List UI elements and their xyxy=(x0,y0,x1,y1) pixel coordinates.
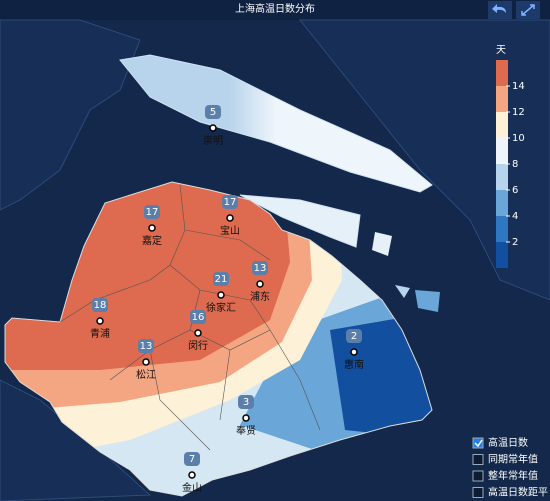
station: 17 宝山 xyxy=(220,195,240,237)
legend-tick-label: 12 xyxy=(512,107,525,118)
value-badge xyxy=(144,205,160,219)
checkbox[interactable] xyxy=(472,487,484,498)
coastline xyxy=(4,181,433,497)
value-badge xyxy=(213,272,229,286)
land xyxy=(298,19,550,301)
legend-tick-label: 6 xyxy=(512,185,518,196)
station-value: 18 xyxy=(94,300,107,311)
legend-band xyxy=(496,60,508,86)
land xyxy=(0,19,141,211)
island xyxy=(372,232,392,256)
station-dot xyxy=(217,291,225,299)
station: 13 浦东 xyxy=(250,261,270,303)
layer-toggle[interactable]: 高温日数距平 xyxy=(472,486,548,499)
legend-tick-label: 10 xyxy=(512,133,525,144)
station-dot xyxy=(209,124,217,132)
checkbox[interactable] xyxy=(472,437,484,449)
station-value: 13 xyxy=(254,263,267,274)
legend-band xyxy=(496,138,508,164)
checkmark xyxy=(474,439,483,448)
layer-toggle[interactable]: 高温日数 xyxy=(472,436,528,449)
station-name: 浦东 xyxy=(250,290,270,303)
station-dot xyxy=(142,358,150,366)
station-name: 惠南 xyxy=(344,358,364,371)
legend-band xyxy=(496,164,508,190)
legend-band xyxy=(496,112,508,138)
layer-label[interactable]: 高温日数距平 xyxy=(488,486,548,499)
value-badge xyxy=(138,339,154,353)
station-value: 3 xyxy=(243,397,249,408)
station-value: 16 xyxy=(192,312,205,323)
station-dot xyxy=(188,471,196,479)
island xyxy=(415,290,440,312)
station-name: 嘉定 xyxy=(142,234,162,247)
station-value: 17 xyxy=(224,197,237,208)
station: 17 嘉定 xyxy=(142,205,162,247)
station-name: 崇明 xyxy=(203,135,223,147)
layer-label[interactable]: 整年常年值 xyxy=(488,469,538,482)
station-name: 徐家汇 xyxy=(206,301,236,314)
station-value: 17 xyxy=(146,207,159,218)
layer-label[interactable]: 同期常年值 xyxy=(488,453,538,466)
station-value: 13 xyxy=(140,341,153,352)
value-badge xyxy=(346,329,362,343)
station-value: 21 xyxy=(215,274,228,285)
legend-tick-label: 4 xyxy=(512,211,518,222)
value-badge xyxy=(252,261,268,275)
changxing-island xyxy=(239,194,361,248)
station-dot xyxy=(350,348,358,356)
station-name: 松江 xyxy=(136,368,156,381)
back-button[interactable] xyxy=(488,1,512,19)
station: 13 松江 xyxy=(136,339,156,381)
fullscreen-button[interactable] xyxy=(516,1,540,19)
chongming-island xyxy=(119,54,433,193)
layer-toggle[interactable]: 同期常年值 xyxy=(472,453,538,466)
station-value: 2 xyxy=(351,331,357,342)
station: 2 惠南 xyxy=(344,329,364,371)
checkbox[interactable] xyxy=(472,454,484,465)
legend-band xyxy=(496,242,508,268)
station-dot xyxy=(148,224,156,232)
station: 16 闵行 xyxy=(188,310,208,352)
value-badge xyxy=(222,195,238,209)
station-name: 宝山 xyxy=(220,224,240,237)
station-value: 7 xyxy=(189,454,195,465)
station-dot xyxy=(256,280,264,288)
checkbox[interactable] xyxy=(472,470,484,482)
station-name: 闵行 xyxy=(188,339,208,352)
station-name: 奉贤 xyxy=(236,424,256,437)
station: 5 崇明 xyxy=(203,105,223,147)
legend-unit: 天 xyxy=(496,45,506,56)
value-badge xyxy=(92,298,108,312)
station-name: 青浦 xyxy=(90,327,110,340)
value-badge xyxy=(205,105,221,119)
station-name: 金山 xyxy=(182,481,202,494)
station-dot xyxy=(242,414,250,422)
header-bar xyxy=(0,0,550,20)
island xyxy=(395,285,410,298)
station: 3 奉贤 xyxy=(236,395,256,437)
station-value: 5 xyxy=(210,107,216,118)
value-badge xyxy=(184,452,200,466)
land xyxy=(0,379,152,501)
station-dot xyxy=(96,317,104,325)
legend-tick-label: 8 xyxy=(512,159,518,170)
legend-band xyxy=(496,216,508,242)
layer-toggle[interactable]: 整年常年值 xyxy=(472,469,538,482)
station: 7 金山 xyxy=(182,452,202,494)
value-badge xyxy=(238,395,254,409)
legend-tick-label: 14 xyxy=(512,81,525,92)
value-badge xyxy=(190,310,206,324)
legend-band xyxy=(496,86,508,112)
legend-tick-label: 2 xyxy=(512,237,518,248)
station: 18 青浦 xyxy=(90,298,110,340)
legend-band xyxy=(496,190,508,216)
station-dot xyxy=(226,214,234,222)
station: 21 徐家汇 xyxy=(206,272,236,314)
layer-label[interactable]: 高温日数 xyxy=(488,436,528,449)
station-dot xyxy=(194,329,202,337)
title: 上海高温日数分布 xyxy=(235,2,315,15)
